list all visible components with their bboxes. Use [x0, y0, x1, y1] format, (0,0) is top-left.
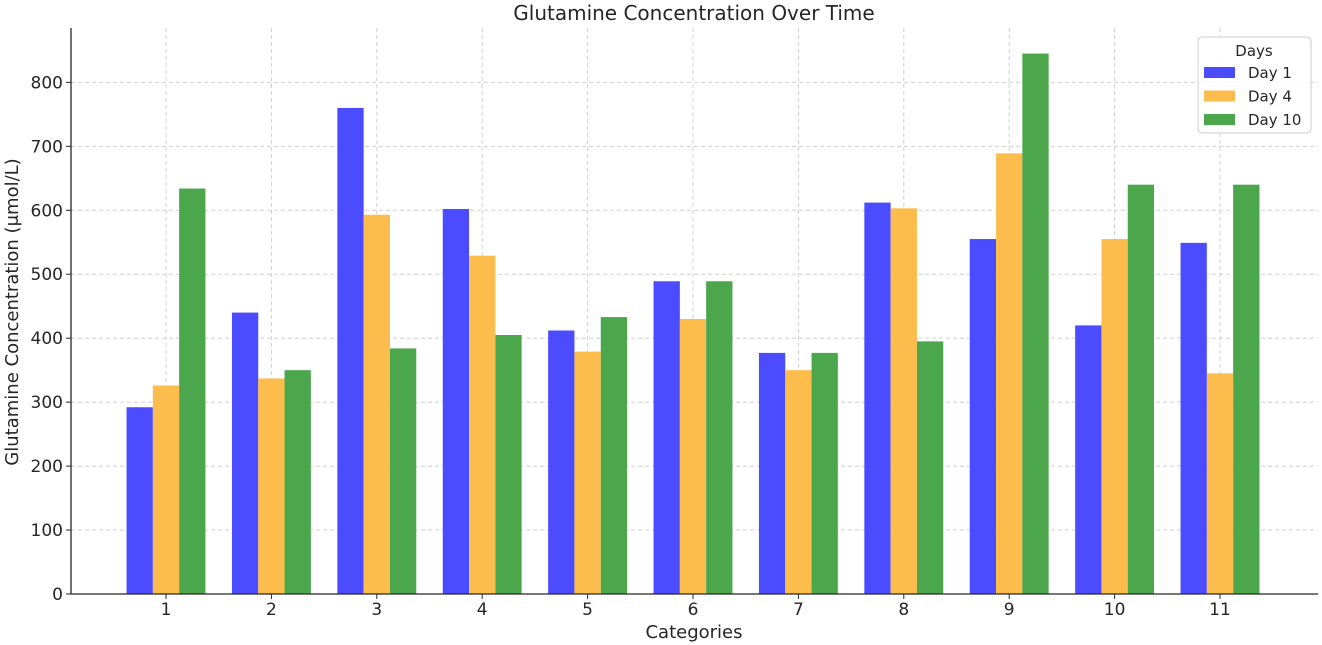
legend-label: Day 10: [1248, 111, 1301, 129]
y-tick-label: 200: [31, 457, 63, 477]
bar: [785, 370, 812, 594]
bar: [1101, 239, 1128, 594]
bar: [1233, 184, 1260, 594]
bar: [600, 317, 628, 594]
y-tick-labels: 0 100 200 300 400 500 600 700 800: [31, 73, 63, 605]
bar: [811, 352, 838, 594]
bar: [258, 378, 285, 594]
x-tick-label: 8: [898, 600, 909, 620]
bar: [363, 214, 390, 594]
bar: [653, 281, 680, 594]
bar: [706, 281, 733, 594]
x-tick-label: 1: [161, 600, 172, 620]
bar: [284, 370, 311, 594]
legend-swatch: [1204, 114, 1235, 125]
y-tick-label: 800: [31, 73, 63, 93]
y-axis-label: Glutamine Concentration (μmol/L): [2, 158, 23, 465]
chart-title: Glutamine Concentration Over Time: [513, 1, 874, 25]
bar: [916, 341, 944, 594]
bar: [231, 312, 259, 594]
y-tick-label: 300: [31, 393, 63, 413]
bar: [389, 348, 417, 594]
y-tick-label: 500: [31, 265, 63, 285]
bar: [152, 385, 180, 594]
x-tick-label: 4: [477, 600, 488, 620]
bar: [1075, 325, 1102, 594]
bar: [574, 351, 601, 594]
x-tick-label: 7: [793, 600, 804, 620]
legend-label: Day 4: [1248, 88, 1292, 106]
bar: [442, 208, 470, 594]
y-tick-label: 100: [31, 521, 63, 541]
bar: [495, 334, 522, 594]
bar: [1206, 373, 1234, 594]
bar: [758, 352, 786, 594]
legend-label: Day 1: [1248, 64, 1292, 82]
x-tick-label: 9: [1004, 600, 1015, 620]
x-tick-label: 6: [688, 600, 699, 620]
y-tick-label: 700: [31, 137, 63, 157]
y-tick-label: 0: [52, 585, 63, 605]
bar: [1127, 184, 1155, 594]
bar: [548, 330, 575, 594]
bar: [996, 153, 1023, 594]
legend-box: [1197, 36, 1312, 134]
x-tick-label: 3: [371, 600, 382, 620]
x-tick-label: 10: [1104, 600, 1126, 620]
bar: [1180, 242, 1207, 595]
bar: [179, 188, 206, 594]
bar: [126, 407, 153, 594]
legend-swatch: [1204, 90, 1235, 102]
bar: [679, 318, 707, 594]
axes: [66, 28, 1318, 599]
x-axis-label: Categories: [645, 622, 742, 643]
bars: [126, 53, 1260, 595]
x-tick-label: 11: [1209, 600, 1231, 620]
legend-title: Days: [1235, 42, 1273, 60]
x-tick-label: 2: [266, 600, 277, 620]
legend-swatch: [1204, 67, 1235, 78]
bar: [1022, 53, 1049, 595]
bar: [864, 202, 891, 594]
x-tick-labels: 1 2 3 4 5 6 7 8 9 10 11: [161, 600, 1231, 620]
legend-items: Day 1 Day 4 Day 10: [1204, 64, 1301, 129]
legend: Days Day 1 Day 4 Day 10: [1197, 36, 1312, 134]
bar: [469, 255, 496, 595]
x-tick-label: 5: [582, 600, 593, 620]
bar: [890, 208, 917, 594]
bar: [969, 239, 997, 594]
bar: [337, 107, 364, 594]
y-tick-label: 400: [31, 329, 63, 349]
y-tick-label: 600: [31, 201, 63, 221]
